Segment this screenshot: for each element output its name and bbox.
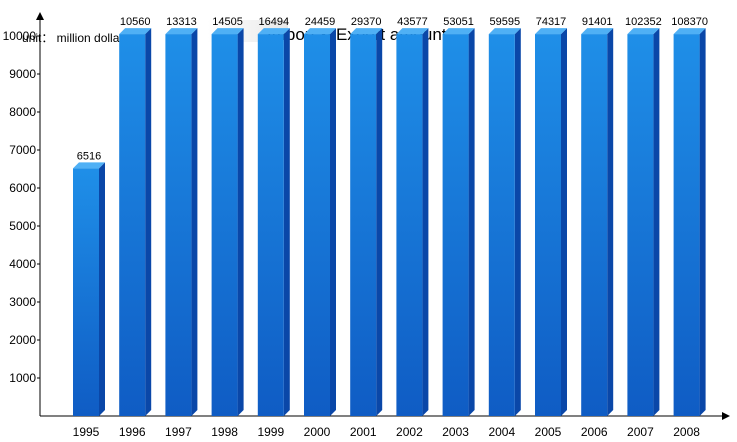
y-tick-label: 9000 (9, 67, 36, 81)
bar-side (468, 28, 475, 416)
bar-cap (257, 28, 290, 35)
x-tick-label: 1996 (119, 425, 146, 439)
data-label: 10560 (120, 16, 151, 28)
bar-cap (350, 28, 383, 35)
x-tick-label: 2008 (673, 425, 700, 439)
bar (165, 34, 192, 416)
bar-cap (211, 28, 244, 35)
bar-side (283, 28, 290, 416)
y-tick-label: 2000 (9, 333, 36, 347)
bar-side (561, 28, 567, 416)
bar (442, 34, 469, 416)
bar-cap (673, 28, 706, 35)
x-tick-label: 1998 (211, 425, 238, 439)
x-axis-arrow (722, 412, 730, 420)
data-label: 43577 (397, 16, 428, 28)
bar-side (191, 28, 198, 416)
bar (73, 168, 99, 416)
data-label: 108370 (671, 16, 708, 28)
bar-side (145, 28, 152, 416)
bar-side (514, 28, 521, 416)
x-tick-label: 2003 (442, 425, 469, 439)
bar-cap (581, 28, 614, 35)
bar (581, 34, 608, 416)
bar (535, 34, 561, 416)
bar-cap (535, 28, 567, 35)
x-tick-label: 2007 (627, 425, 654, 439)
bar (396, 34, 423, 416)
y-tick-label: 7000 (9, 143, 36, 157)
data-label: 59595 (490, 16, 521, 28)
data-label: 14505 (212, 16, 243, 28)
bar-side (376, 28, 383, 416)
bar (350, 34, 377, 416)
data-label: 91401 (582, 16, 613, 28)
y-tick-label: 10000 (3, 29, 37, 43)
data-label: 6516 (77, 150, 101, 162)
bar-cap (73, 162, 105, 169)
bar-cap (396, 28, 429, 35)
bar-cap (488, 28, 521, 35)
bar-side (607, 28, 614, 416)
data-label: 102352 (625, 16, 662, 28)
y-tick-label: 5000 (9, 219, 36, 233)
bar (304, 34, 330, 416)
x-tick-label: 2000 (304, 425, 331, 439)
data-label: 53051 (443, 16, 474, 28)
bar (673, 34, 700, 416)
bar (119, 34, 146, 416)
y-tick-label: 4000 (9, 257, 36, 271)
x-tick-label: 2005 (535, 425, 562, 439)
bar (627, 34, 654, 416)
bar-side (99, 162, 105, 416)
y-tick-label: 8000 (9, 105, 36, 119)
bar-side (330, 28, 336, 416)
x-tick-label: 2002 (396, 425, 423, 439)
bar-cap (304, 28, 336, 35)
bar-side (653, 28, 660, 416)
bar-side (237, 28, 244, 416)
bar-cap (165, 28, 198, 35)
y-tick-label: 1000 (9, 371, 36, 385)
bar (257, 34, 284, 416)
data-label: 16494 (259, 16, 290, 28)
data-label: 24459 (305, 16, 336, 28)
y-tick-label: 3000 (9, 295, 36, 309)
data-label: 29370 (351, 16, 382, 28)
bar-cap (119, 28, 152, 35)
x-tick-label: 2006 (581, 425, 608, 439)
data-label: 74317 (536, 16, 567, 28)
x-tick-label: 1995 (73, 425, 100, 439)
bar (211, 34, 238, 416)
bar-cap (627, 28, 660, 35)
x-tick-label: 1999 (257, 425, 284, 439)
y-tick-label: 6000 (9, 181, 36, 195)
bar-side (422, 28, 429, 416)
data-label: 13313 (166, 16, 197, 28)
bar-side (699, 28, 706, 416)
x-tick-label: 2004 (488, 425, 515, 439)
unit-label: unit： million dollars (22, 31, 130, 45)
bar-cap (442, 28, 475, 35)
x-tick-label: 2001 (350, 425, 377, 439)
bar (488, 34, 515, 416)
x-tick-label: 1997 (165, 425, 192, 439)
y-axis-arrow (36, 12, 44, 20)
